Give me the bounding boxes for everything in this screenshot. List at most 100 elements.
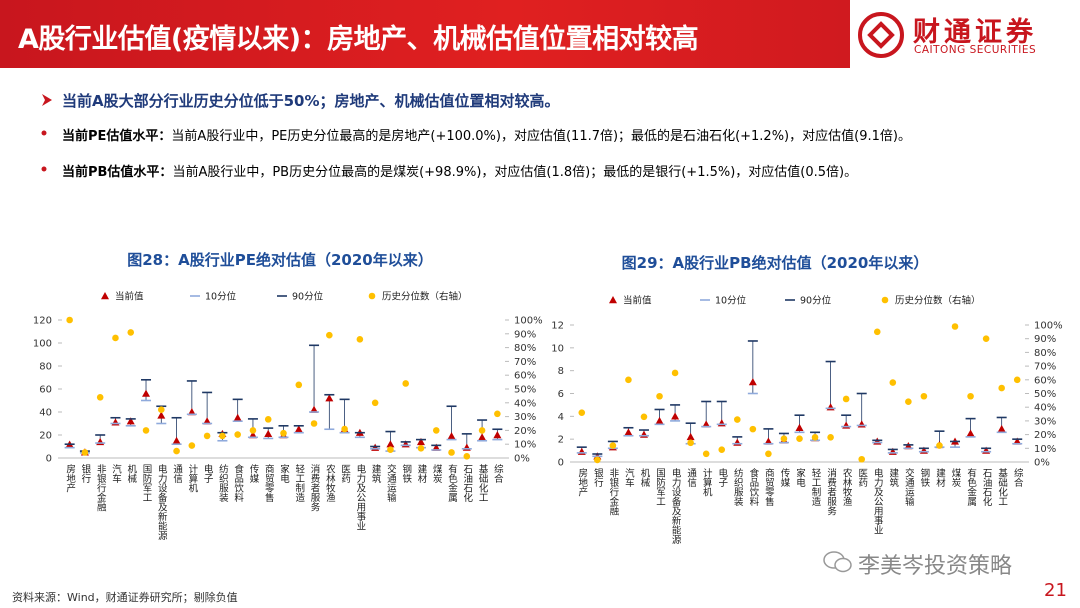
- data-point: [203, 417, 212, 425]
- x-tick-label: 消费者服务: [309, 463, 321, 512]
- y2-tick-label: 50%: [514, 385, 536, 396]
- data-point: [577, 447, 586, 455]
- data-point: [951, 323, 959, 330]
- data-point: [157, 406, 165, 414]
- y2-tick-label: 90%: [514, 329, 536, 340]
- data-point: [173, 447, 180, 455]
- y-tick-label: 10: [551, 343, 564, 354]
- header-band: [0, 0, 850, 68]
- data-point: [842, 421, 851, 429]
- data-point: [402, 380, 410, 387]
- logo-name: 财通证券: [913, 17, 1037, 48]
- y2-tick-label: 80%: [1034, 348, 1056, 359]
- y2-tick-label: 10%: [514, 440, 536, 451]
- x-tick-label: 综合: [492, 463, 504, 484]
- data-point: [219, 432, 226, 440]
- y2-tick-label: 70%: [1034, 362, 1056, 373]
- data-point: [842, 395, 850, 403]
- arrow-shape: [42, 94, 52, 106]
- y2-tick-label: 60%: [1034, 375, 1056, 386]
- x-tick-label: 纺织服装: [732, 467, 744, 507]
- data-point: [702, 450, 710, 458]
- chart-title: 图28：A股行业PE绝对估值（2020年以来）: [127, 251, 432, 269]
- data-point: [1013, 376, 1021, 384]
- x-tick-label: 家电: [794, 467, 806, 487]
- x-tick-label: 商贸零售: [763, 467, 775, 507]
- data-point: [127, 329, 135, 336]
- x-tick-label: 建筑: [370, 463, 382, 484]
- data-point: [493, 431, 502, 439]
- data-point: [640, 413, 648, 421]
- dot: [41, 166, 47, 172]
- data-point: [795, 423, 804, 431]
- data-point: [112, 334, 119, 342]
- data-point: [811, 434, 819, 441]
- y2-tick-label: 70%: [514, 357, 536, 368]
- y-tick-label: 4: [558, 412, 564, 423]
- data-point: [609, 442, 617, 449]
- arrow-bullet: [42, 94, 52, 106]
- legend-marker: [881, 296, 889, 304]
- data-point: [717, 419, 726, 427]
- data-point: [142, 389, 151, 397]
- x-tick-label: 商贸零售: [263, 463, 275, 503]
- x-tick-label: 农林牧渔: [841, 467, 853, 506]
- y-tick-label: 0: [46, 454, 52, 465]
- data-point: [671, 369, 679, 377]
- data-point: [967, 392, 974, 400]
- data-point: [998, 384, 1005, 392]
- x-tick-label: 银行: [79, 463, 91, 484]
- data-point: [936, 442, 943, 449]
- x-tick-label: 国防军工: [654, 468, 666, 506]
- data-point: [858, 455, 866, 463]
- x-tick-label: 建筑: [887, 467, 899, 488]
- bullet-text: 当前A股行业中，PB历史分位最高的是煤炭(+98.9%)，对应估值(1.8倍)；…: [172, 165, 858, 180]
- data-point: [203, 432, 211, 440]
- data-point: [826, 403, 835, 411]
- x-tick-label: 有色金属: [965, 467, 977, 507]
- legend-label: 90分位: [292, 291, 324, 303]
- x-tick-label: 食品饮料: [747, 467, 759, 507]
- legend-label: 10分位: [205, 291, 237, 303]
- y-tick-label: 40: [39, 408, 52, 419]
- x-tick-label: 汽车: [110, 463, 122, 484]
- x-tick-label: 房地产: [576, 467, 588, 497]
- data-point: [733, 416, 741, 423]
- y-tick-label: 100: [33, 339, 52, 350]
- data-point: [625, 376, 632, 384]
- data-point: [187, 408, 196, 416]
- y2-tick-label: 0%: [514, 454, 530, 465]
- data-point: [341, 425, 348, 433]
- chart-title: 图29：A股行业PB绝对估值（2020年以来）: [622, 254, 929, 272]
- data-point: [66, 316, 73, 324]
- data-point: [126, 417, 135, 425]
- x-tick-label: 建材: [415, 463, 427, 483]
- data-point: [478, 427, 486, 434]
- bubble: [834, 557, 852, 573]
- data-point: [432, 427, 440, 434]
- data-point: [702, 420, 711, 428]
- x-tick-label: 交通运输: [385, 463, 397, 503]
- bullet-text: 当前A股行业中，PE历史分位最高的是房地产(+100.0%)，对应估值(11.7…: [171, 129, 911, 144]
- x-tick-label: 计算机: [701, 467, 713, 497]
- y2-tick-label: 40%: [514, 398, 536, 409]
- y-tick-label: 60: [39, 385, 52, 396]
- data-point: [920, 392, 928, 400]
- data-point: [796, 435, 803, 443]
- x-tick-label: 食品饮料: [232, 463, 244, 503]
- x-tick-label: 钢铁: [918, 467, 930, 488]
- data-point: [873, 328, 881, 336]
- data-point: [624, 428, 633, 436]
- legend-marker: [368, 292, 376, 300]
- x-tick-label: 轻工制造: [810, 467, 822, 507]
- data-point: [142, 427, 150, 434]
- x-tick-label: 电子: [202, 463, 214, 483]
- y2-tick-label: 100%: [1034, 321, 1063, 332]
- data-point: [982, 335, 990, 343]
- y2-tick-label: 90%: [1034, 334, 1056, 345]
- y2-tick-label: 40%: [1034, 403, 1056, 414]
- y-tick-label: 20: [39, 431, 52, 442]
- data-point: [248, 431, 257, 439]
